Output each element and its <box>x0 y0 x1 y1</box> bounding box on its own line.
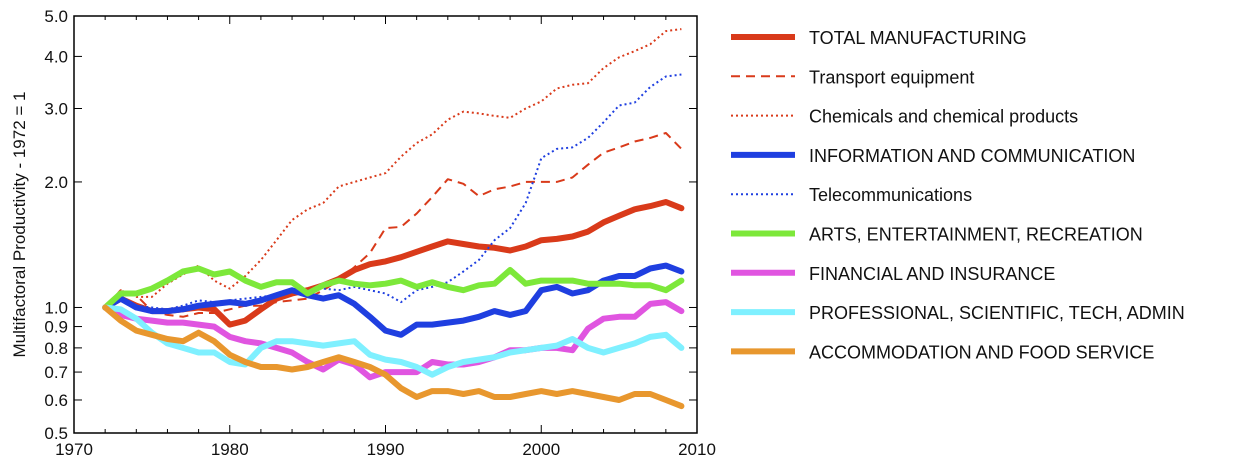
series-line-8 <box>102 304 685 410</box>
legend-label: Transport equipment <box>809 67 974 87</box>
y-tick-label: 5.0 <box>44 7 68 26</box>
y-tick-labels: 0.5 0.6 0.7 0.8 0.91.0 2.0 3.0 4.0 5.0 <box>44 7 68 443</box>
legend-label: PROFESSIONAL, SCIENTIFIC, TECH, ADMIN <box>809 303 1185 323</box>
x-tick-label: 2010 <box>678 440 716 459</box>
y-tick-label: 0.7 <box>44 363 68 382</box>
y-tick-label: 0.5 <box>44 424 68 443</box>
series-line-3 <box>102 262 685 338</box>
x-tick-label: 1970 <box>55 440 93 459</box>
legend: TOTAL MANUFACTURING Transport equipment Ch… <box>731 28 1185 362</box>
legend-label: Chemicals and chemical products <box>809 107 1078 127</box>
y-tick-label: 2.0 <box>44 173 68 192</box>
y-tick-label: 3.0 <box>44 100 68 119</box>
x-tick-label: 1980 <box>211 440 249 459</box>
series-line-4 <box>104 73 682 311</box>
series-line-5 <box>102 265 685 311</box>
legend-label: INFORMATION AND COMMUNICATION <box>809 146 1135 166</box>
y-tick-label: 0.8 <box>44 339 68 358</box>
x-tick-labels: 1970 1980 1990 2000 2010 <box>55 440 716 459</box>
legend-label: ACCOMMODATION AND FOOD SERVICE <box>809 342 1154 362</box>
legend-label: Telecommunications <box>809 185 972 205</box>
series-line-1 <box>104 132 683 318</box>
legend-label: ARTS, ENTERTAINMENT, RECREATION <box>809 225 1143 245</box>
y-tick-label: 1.0 <box>44 298 68 317</box>
plot-lines <box>102 28 685 410</box>
y-tick-label: 0.9 <box>44 318 68 337</box>
series-line-7 <box>102 304 685 378</box>
y-tick-label: 0.6 <box>44 391 68 410</box>
legend-label: TOTAL MANUFACTURING <box>809 28 1027 48</box>
series-line-2 <box>104 28 682 309</box>
y-tick-label: 4.0 <box>44 47 68 66</box>
legend-label: FINANCIAL AND INSURANCE <box>809 264 1055 284</box>
y-axis-title: Multifactoral Productivity - 1972 = 1 <box>10 92 29 358</box>
x-tick-label: 2000 <box>522 440 560 459</box>
axis-ticks <box>73 15 698 434</box>
x-tick-label: 1990 <box>367 440 405 459</box>
series-line-6 <box>102 299 685 381</box>
